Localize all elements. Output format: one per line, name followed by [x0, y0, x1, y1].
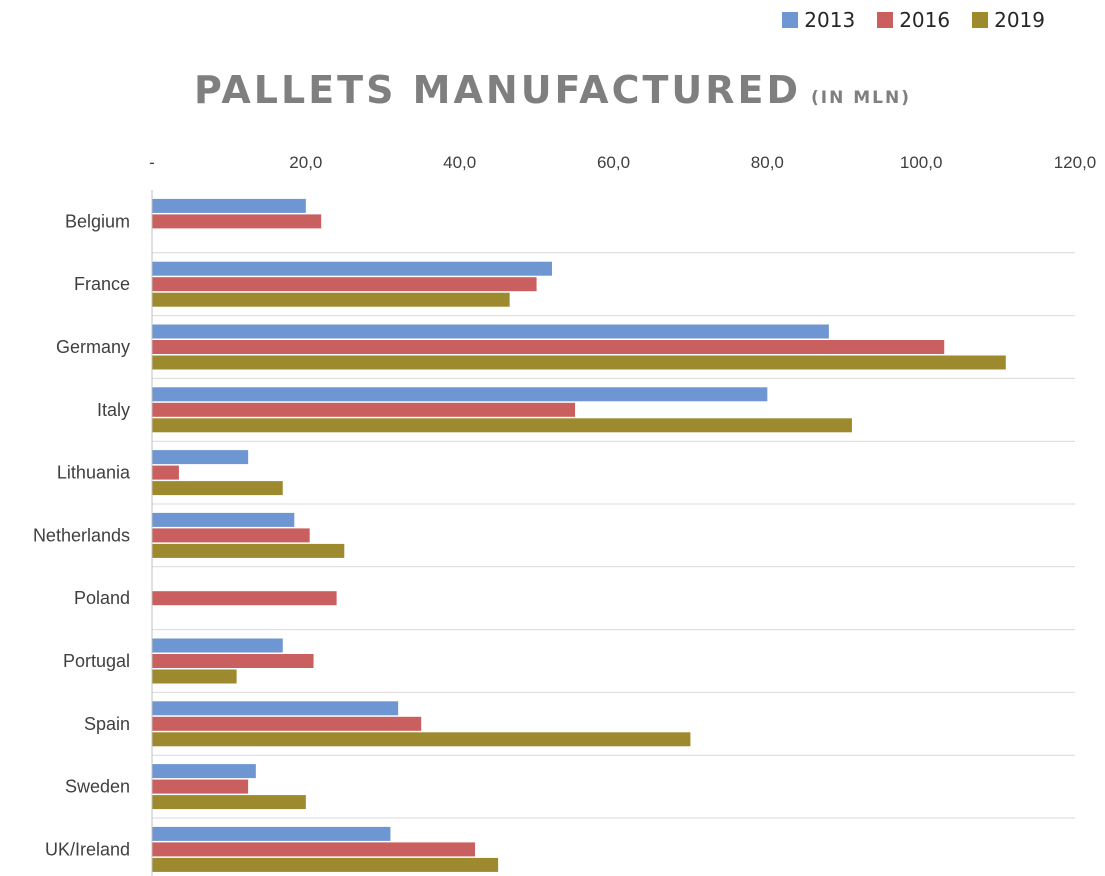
chart-title-unit: (IN MLN): [811, 88, 911, 108]
legend-label-2016: 2016: [899, 8, 951, 32]
bar-2016: [152, 528, 310, 543]
bar-2013: [152, 324, 829, 339]
x-tick-label: 80,0: [751, 153, 784, 172]
legend-swatch-2016: [877, 12, 894, 28]
bar-2013: [152, 701, 399, 716]
legend: 2013 2016 2019: [782, 8, 1045, 32]
bar-2016: [152, 277, 537, 292]
category-label: Spain: [84, 714, 130, 734]
category-label: UK/Ireland: [45, 839, 130, 859]
legend-label-2013: 2013: [804, 8, 856, 32]
bar-2016: [152, 716, 422, 731]
bar-2013: [152, 450, 249, 465]
bar-2016: [152, 654, 314, 668]
bar-2019: [152, 355, 1006, 370]
chart-title: PALLETS MANUFACTURED (IN MLN): [0, 68, 1105, 112]
legend-item-2016: 2016: [877, 8, 950, 32]
bar-2016: [152, 465, 179, 480]
legend-item-2013: 2013: [782, 8, 855, 32]
bar-2013: [152, 198, 306, 213]
category-label: Poland: [74, 588, 130, 608]
x-tick-label: 20,0: [289, 153, 322, 172]
x-tick-label: -: [149, 153, 155, 172]
category-label: Sweden: [65, 777, 130, 797]
x-tick-label: 60,0: [597, 153, 630, 172]
bar-2016: [152, 842, 476, 857]
bar-2019: [152, 418, 852, 433]
bar-2016: [152, 779, 249, 794]
bar-2019: [152, 669, 237, 684]
bar-2016: [152, 402, 576, 417]
category-label: Belgium: [65, 211, 130, 231]
category-label: Italy: [97, 400, 130, 420]
category-label: Lithuania: [57, 463, 131, 483]
bar-2013: [152, 261, 552, 276]
legend-item-2019: 2019: [972, 8, 1045, 32]
bar-2019: [152, 543, 345, 558]
bar-2016: [152, 214, 322, 229]
category-label: France: [74, 274, 130, 294]
category-label: Portugal: [63, 651, 130, 671]
bar-2013: [152, 387, 768, 402]
x-tick-label: 120,0: [1054, 153, 1097, 172]
category-label: Netherlands: [33, 525, 130, 545]
bar-2016: [152, 591, 337, 606]
x-tick-label: 100,0: [900, 153, 943, 172]
legend-swatch-2013: [782, 12, 799, 28]
bar-2019: [152, 857, 499, 872]
x-tick-label: 40,0: [443, 153, 476, 172]
bar-2019: [152, 292, 510, 307]
legend-label-2019: 2019: [994, 8, 1045, 32]
bar-2013: [152, 638, 283, 653]
bar-2019: [152, 795, 306, 810]
bar-2013: [152, 512, 295, 527]
bar-2013: [152, 764, 256, 779]
bar-2019: [152, 481, 283, 496]
chart-title-main: PALLETS MANUFACTURED: [194, 68, 801, 112]
category-label: Germany: [56, 337, 130, 357]
legend-swatch-2019: [972, 12, 989, 28]
bar-2016: [152, 340, 945, 354]
bar-2013: [152, 826, 391, 841]
bar-2019: [152, 732, 691, 747]
